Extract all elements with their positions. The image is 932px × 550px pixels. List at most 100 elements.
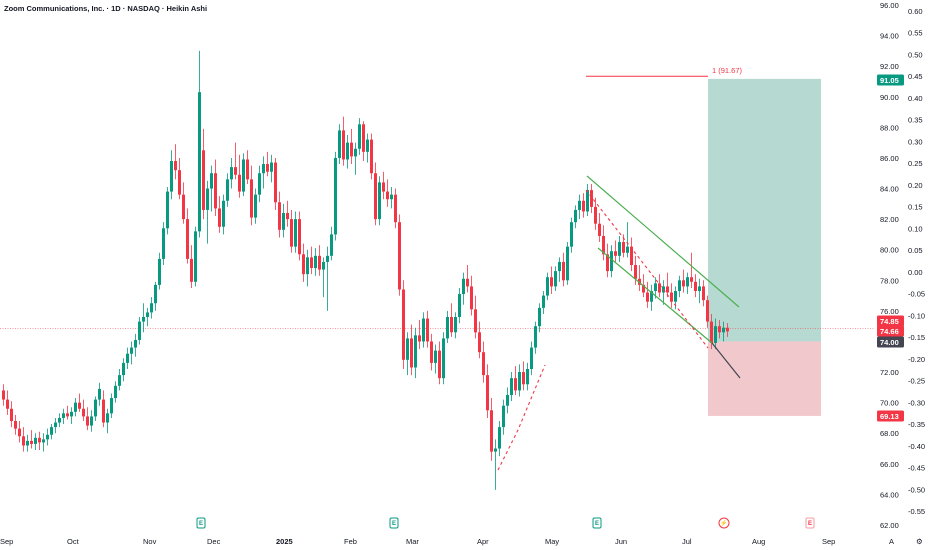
event-marker-label: E: [808, 521, 812, 527]
candle-body: [262, 164, 265, 174]
candle-body: [250, 179, 253, 218]
candle-body: [38, 437, 41, 443]
candle-body: [222, 200, 225, 227]
candle-body: [146, 312, 149, 317]
candle-body: [402, 289, 405, 360]
price-tick: 62.00: [880, 521, 899, 530]
channel-lower-line[interactable]: [597, 247, 713, 344]
price-tick: 86.00: [880, 154, 899, 163]
price-tick: 94.00: [880, 32, 899, 41]
candle-body: [210, 173, 213, 189]
secondary-tick: -0.05: [908, 290, 925, 299]
candle-body: [434, 350, 437, 363]
price-badge: [877, 315, 904, 327]
candle-body: [50, 427, 53, 435]
candle-body: [714, 326, 717, 343]
candle-body: [590, 190, 593, 207]
stop-zone[interactable]: [708, 341, 821, 416]
candle-body: [574, 209, 577, 223]
candle-body: [378, 182, 381, 220]
candle-body: [682, 280, 685, 287]
price-tick: 68.00: [880, 429, 899, 438]
candle-body: [450, 317, 453, 333]
candle-body: [270, 162, 273, 172]
earnings-event-icon[interactable]: E: [389, 517, 399, 529]
candle-body: [194, 231, 197, 282]
price-tick: 76.00: [880, 307, 899, 316]
price-tick: 90.00: [880, 93, 899, 102]
candle-body: [410, 338, 413, 368]
channel-upper-line[interactable]: [586, 175, 740, 308]
candle-body: [694, 281, 697, 291]
candle-body: [18, 428, 21, 437]
candle-body: [226, 179, 229, 201]
candle-body: [174, 161, 177, 171]
candle-body: [218, 208, 221, 227]
candle-body: [442, 338, 445, 379]
candle-body: [470, 286, 473, 310]
price-badge-label: 69.13: [880, 412, 899, 421]
candle-body: [90, 416, 93, 426]
price-tick: 96.00: [880, 1, 899, 10]
candle-body: [530, 347, 533, 369]
event-marker-label: E: [595, 521, 599, 527]
candle-body: [514, 378, 517, 391]
candle-body: [546, 277, 549, 296]
trend-dashed-line[interactable]: [585, 189, 709, 349]
candle-body: [82, 408, 85, 417]
candle-body: [202, 150, 205, 210]
candle-body: [42, 439, 45, 443]
price-tick: 84.00: [880, 185, 899, 194]
channel-extension-line[interactable]: [711, 342, 741, 379]
candle-body: [598, 223, 601, 236]
settings-gear-icon[interactable]: ⚙: [916, 537, 923, 546]
candle-body: [2, 390, 5, 400]
candle-body: [510, 378, 513, 395]
price-axis-panel[interactable]: [875, 0, 932, 550]
candle-body: [426, 318, 429, 342]
price-badge-label: 74.85: [880, 317, 899, 326]
candle-body: [446, 317, 449, 339]
secondary-tick: -0.10: [908, 311, 925, 320]
candle-body: [578, 200, 581, 210]
candle-body: [266, 164, 269, 172]
trend-dashed-line-april[interactable]: [497, 364, 546, 471]
earnings-event-icon[interactable]: E: [592, 517, 602, 529]
candle-body: [706, 300, 709, 322]
candle-body: [698, 286, 701, 291]
target-zone[interactable]: [708, 78, 821, 342]
candle-body: [334, 157, 337, 235]
candle-body: [282, 213, 285, 230]
candle-body: [198, 92, 201, 232]
candle-body: [162, 228, 165, 259]
secondary-tick: 0.50: [908, 50, 923, 59]
candle-body: [650, 291, 653, 302]
candle-body: [106, 413, 109, 423]
auto-scale-button[interactable]: A: [889, 537, 894, 546]
candle-body: [646, 292, 649, 302]
candle-body: [278, 202, 281, 230]
earnings-event-icon[interactable]: E: [196, 517, 206, 529]
time-label: Oct: [67, 537, 80, 546]
candle-body: [570, 222, 573, 247]
candle-body: [338, 130, 341, 158]
price-badge-label: 91.05: [880, 76, 899, 85]
candle-body: [158, 258, 161, 285]
candle-body: [474, 309, 477, 333]
secondary-tick: -0.55: [908, 507, 925, 516]
price-tick: 80.00: [880, 246, 899, 255]
secondary-tick: -0.25: [908, 377, 925, 386]
candle-body: [666, 286, 669, 293]
candle-body: [506, 395, 509, 406]
time-label: Jul: [682, 537, 692, 546]
time-label: Aug: [752, 537, 765, 546]
earnings-event-icon[interactable]: E: [805, 517, 815, 529]
secondary-tick-labels: 0.60 0.55 0.50 0.45 0.40 0.35 0.30 0.25 0.20 0.15…: [908, 7, 925, 516]
time-label: Feb: [344, 537, 357, 546]
earnings-event-icon[interactable]: ⚡: [718, 517, 730, 529]
candle-body: [246, 159, 249, 180]
candle-body: [62, 413, 65, 418]
candle-body: [358, 124, 361, 149]
secondary-tick: 0.35: [908, 116, 923, 125]
